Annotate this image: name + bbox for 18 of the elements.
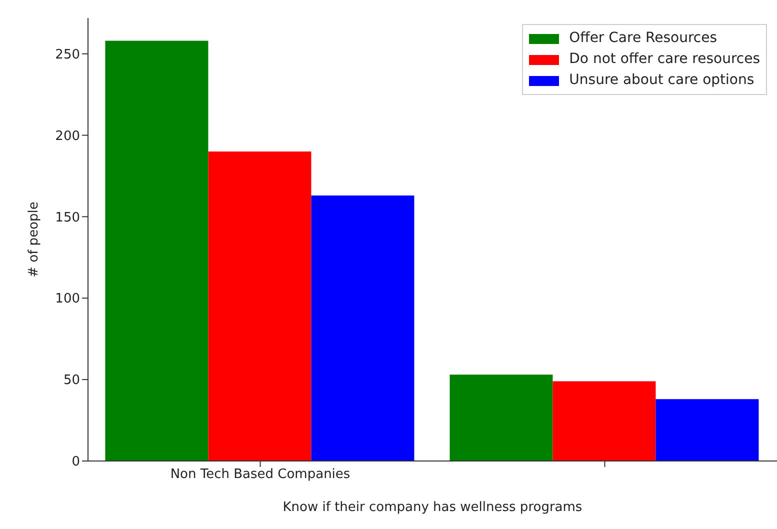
bar xyxy=(311,196,414,461)
y-axis-title: # of people xyxy=(26,202,42,278)
bar xyxy=(208,152,312,461)
x-tick-label: Non Tech Based Companies xyxy=(170,467,350,482)
y-tick-label: 0 xyxy=(72,454,80,470)
legend-label: Do not offer care resources xyxy=(569,50,760,69)
y-tick-label: 200 xyxy=(55,128,80,144)
y-tick-label: 50 xyxy=(63,373,80,388)
bar xyxy=(656,399,759,461)
legend-label: Unsure about care options xyxy=(569,71,754,90)
bar xyxy=(552,381,656,461)
bar xyxy=(450,374,553,461)
y-tick-label: 150 xyxy=(55,210,80,226)
legend-label: Offer Care Resources xyxy=(569,29,718,48)
y-tick-label: 250 xyxy=(55,47,80,62)
y-tick-label: 100 xyxy=(55,292,80,307)
x-axis-title: Know if their company has wellness programs xyxy=(282,500,582,515)
bar xyxy=(105,40,208,461)
